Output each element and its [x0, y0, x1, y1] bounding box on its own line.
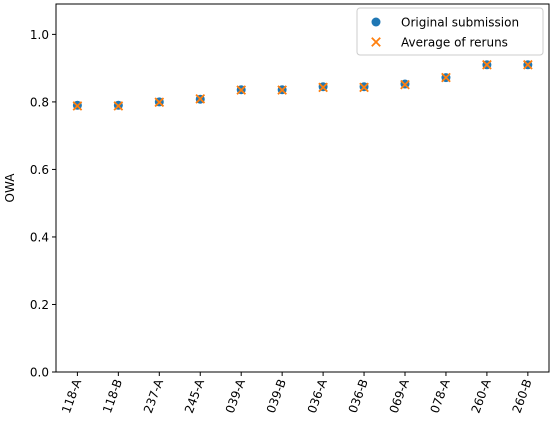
x-tick-label: 039-B: [264, 377, 289, 415]
marks-layer: [72, 59, 533, 111]
plot-frame: [55, 3, 550, 373]
legend-label: Average of reruns: [401, 36, 508, 50]
data-point-x: [523, 59, 533, 70]
data-point-x: [236, 85, 247, 95]
y-tick-label: 0.8: [30, 95, 49, 109]
legend-item: Average of reruns: [371, 36, 508, 50]
data-point-x: [482, 59, 492, 70]
y-axis: 0.0 0.2 0.4 0.6 0.8 1.0: [30, 28, 56, 380]
data-point-x: [359, 82, 369, 93]
data-point-x: [318, 82, 328, 93]
x-tick-label: 039-A: [223, 377, 248, 416]
data-point-x: [400, 79, 410, 90]
legend-label: Original submission: [401, 16, 519, 30]
x-axis: 118-A 118-B 237-A 245-A 039-A 039-B 036-A 036-B…: [59, 372, 535, 415]
y-tick-label: 0.4: [30, 230, 49, 244]
y-axis-label: OWA: [3, 173, 17, 203]
data-point-x: [113, 101, 124, 111]
x-tick-label: 036-B: [346, 377, 371, 415]
y-tick-label: 0.6: [30, 163, 49, 177]
x-tick-label: 078-A: [428, 377, 453, 416]
series-original-submission: [72, 60, 533, 110]
data-point-x: [441, 72, 451, 83]
series-average-of-reruns: [72, 59, 533, 111]
x-tick-label: 260-B: [510, 377, 535, 415]
x-tick-label: 118-B: [100, 377, 125, 415]
y-tick-label: 1.0: [30, 28, 49, 42]
legend-box: [356, 7, 544, 56]
data-point-x: [277, 85, 287, 95]
x-tick-label: 237-A: [141, 377, 166, 416]
data-point-x: [154, 97, 165, 108]
legend-marker-x: [371, 37, 381, 47]
x-tick-label: 118-A: [59, 377, 84, 416]
y-tick-label: 0.0: [30, 366, 49, 380]
data-point-x: [72, 101, 83, 111]
data-point-x: [195, 94, 206, 104]
legend: Original submission Average of reruns: [356, 7, 544, 56]
x-tick-label: 069-A: [387, 377, 412, 416]
x-tick-label: 245-A: [182, 377, 207, 416]
legend-item: Original submission: [371, 16, 519, 30]
x-tick-label: 260-A: [469, 377, 494, 416]
y-tick-label: 0.2: [30, 298, 49, 312]
legend-marker-circle: [371, 17, 381, 27]
x-tick-label: 036-A: [305, 377, 330, 416]
